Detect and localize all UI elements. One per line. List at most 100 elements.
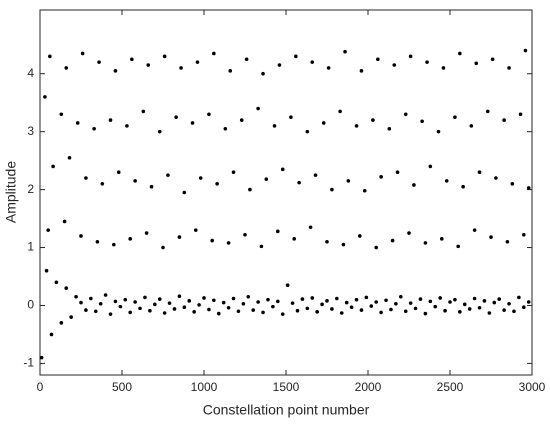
point: [223, 126, 228, 131]
point: [215, 182, 219, 186]
point: [190, 121, 195, 125]
x-tick-label: 3000: [519, 380, 546, 394]
point: [461, 184, 465, 189]
x-tick-label: 1000: [191, 380, 218, 394]
point: [436, 129, 441, 134]
point: [194, 228, 198, 232]
point: [390, 238, 395, 243]
point: [403, 112, 408, 117]
point: [320, 302, 324, 307]
point: [472, 228, 477, 232]
point: [231, 296, 236, 301]
y-tick-label: 3: [27, 124, 34, 138]
point: [310, 296, 315, 300]
y-tick-label: -1: [23, 356, 34, 370]
point: [407, 231, 411, 235]
point: [89, 296, 93, 301]
point: [502, 308, 506, 312]
point: [226, 305, 231, 310]
point: [341, 242, 346, 247]
point: [482, 299, 487, 303]
point: [276, 229, 280, 234]
point: [144, 231, 149, 235]
point: [338, 109, 342, 114]
point: [290, 301, 295, 305]
point: [261, 71, 265, 76]
point: [95, 239, 100, 244]
point: [349, 305, 354, 310]
point: [467, 307, 472, 311]
point: [166, 173, 170, 177]
point: [310, 60, 315, 64]
point: [425, 60, 429, 64]
point: [177, 294, 182, 299]
point: [216, 311, 221, 316]
point: [167, 301, 172, 305]
point: [441, 66, 446, 70]
point: [148, 308, 152, 313]
point: [266, 297, 270, 302]
point: [177, 235, 182, 239]
point: [277, 63, 282, 67]
point: [231, 170, 236, 175]
point: [399, 294, 403, 299]
point: [221, 300, 226, 305]
point: [256, 106, 260, 111]
point: [62, 219, 67, 224]
point: [469, 124, 474, 128]
point: [67, 155, 72, 160]
point: [113, 299, 118, 304]
point: [280, 312, 285, 316]
point: [146, 63, 151, 67]
point: [79, 300, 83, 305]
point: [371, 118, 375, 122]
point: [321, 121, 326, 125]
point: [100, 182, 105, 186]
point: [369, 304, 374, 308]
point: [472, 296, 477, 301]
point: [123, 297, 128, 302]
point: [305, 129, 310, 134]
point: [297, 180, 301, 185]
point: [448, 300, 452, 304]
point: [97, 60, 101, 64]
point: [526, 300, 531, 304]
point: [197, 303, 201, 307]
point: [517, 295, 521, 300]
point: [507, 301, 511, 306]
point: [453, 115, 457, 119]
point: [198, 176, 203, 180]
point: [423, 241, 428, 245]
point: [43, 95, 47, 99]
point: [212, 298, 216, 303]
point: [376, 57, 380, 62]
plot-frame: [39, 9, 533, 376]
point: [64, 286, 69, 290]
point: [408, 54, 413, 59]
point: [39, 355, 44, 360]
point: [456, 244, 461, 249]
point: [138, 306, 142, 311]
point: [403, 309, 408, 314]
point: [143, 295, 147, 300]
point: [210, 238, 214, 243]
point: [207, 307, 211, 312]
point: [271, 304, 275, 309]
point: [64, 66, 69, 70]
point: [362, 188, 367, 193]
point: [507, 66, 511, 70]
point: [379, 175, 383, 179]
point: [330, 307, 334, 311]
point: [172, 307, 177, 311]
point: [477, 170, 482, 175]
point: [153, 302, 157, 307]
point: [113, 69, 118, 73]
x-tick-label: 2500: [437, 380, 464, 394]
point: [51, 164, 55, 169]
point: [413, 306, 418, 311]
point: [354, 124, 359, 128]
point: [133, 179, 137, 183]
point: [438, 296, 442, 300]
x-tick-label: 1500: [273, 380, 300, 394]
